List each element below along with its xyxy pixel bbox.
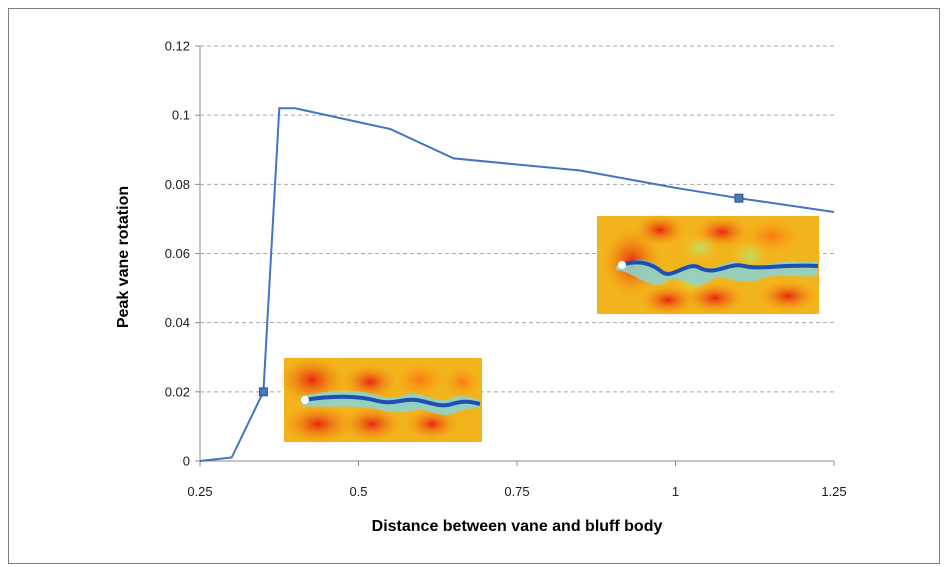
series-line: [199, 107, 835, 462]
y-axis-title: Peak vane rotation: [115, 186, 132, 328]
data-point-marker: [734, 193, 744, 203]
y-tick-label: 0.1: [172, 108, 190, 123]
y-tick-label: 0.04: [165, 315, 190, 330]
y-tick-label: 0.06: [165, 246, 190, 261]
x-tick-label: 0.5: [349, 484, 367, 499]
x-tick-label: 1: [672, 484, 679, 499]
series-markers: [258, 193, 744, 397]
x-tick-label: 0.75: [504, 484, 529, 499]
y-tick-labels: 0 0.02 0.04 0.06 0.08 0.1 0.12: [165, 39, 200, 469]
y-tick-label: 0.12: [165, 39, 190, 54]
x-tick-label: 0.25: [187, 484, 212, 499]
x-tick-label: 1.25: [821, 484, 846, 499]
data-point-marker: [258, 387, 268, 397]
x-tick-labels: 0.25 0.5 0.75 1 1.25: [187, 461, 847, 499]
inset-wake-flow-field-far: [597, 214, 819, 316]
y-tick-label: 0.08: [165, 177, 190, 192]
series-peak-vane-rotation: [199, 107, 835, 462]
y-tick-label: 0: [183, 454, 190, 469]
inset-wake-flow-field-near: [278, 356, 482, 444]
x-axis-title: Distance between vane and bluff body: [372, 518, 663, 535]
y-tick-label: 0.02: [165, 384, 190, 399]
